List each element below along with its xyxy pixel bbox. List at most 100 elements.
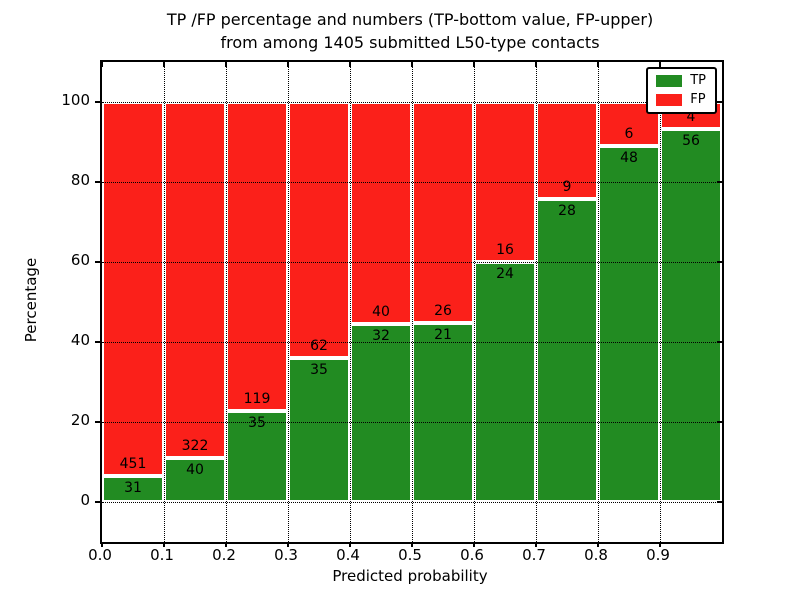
chart-title: TP /FP percentage and numbers (TP-bottom…: [90, 8, 730, 54]
horizontal-gridline: [102, 101, 722, 103]
x-tick-mark: [163, 542, 165, 547]
bar-segment-tp: [102, 476, 164, 502]
tp-swatch-icon: [656, 75, 683, 87]
fp-count-label: 62: [310, 337, 328, 354]
chart-title-line1: TP /FP percentage and numbers (TP-bottom…: [166, 10, 654, 29]
tp-count-label: 35: [310, 361, 328, 378]
bar-segment-tp: [412, 323, 474, 502]
y-tick-mark: [95, 501, 100, 503]
bar-segment-fp: [412, 102, 474, 324]
fp-count-label: 40: [372, 304, 390, 321]
horizontal-gridline: [102, 181, 722, 183]
y-tick-mark: [95, 341, 100, 343]
fp-count-label: 9: [562, 179, 572, 196]
y-axis-label: Percentage: [22, 257, 40, 343]
x-tick-mark-top: [101, 62, 103, 67]
legend-entry-fp: FP: [656, 93, 706, 107]
vertical-gridline: [349, 62, 351, 542]
x-tick-mark: [597, 542, 599, 547]
bar-segment-fp: [102, 102, 164, 477]
y-tick-mark: [95, 181, 100, 183]
fp-count-label: 6: [624, 126, 634, 143]
x-tick-mark: [101, 542, 103, 547]
vertical-gridline: [287, 62, 289, 542]
x-tick-mark-top: [163, 62, 165, 67]
vertical-gridline: [597, 62, 599, 542]
vertical-gridline: [659, 62, 661, 542]
vertical-gridline: [411, 62, 413, 542]
x-tick-label: 0.1: [150, 546, 174, 564]
y-tick-label: 20: [70, 411, 90, 429]
legend: TP FP: [646, 67, 717, 114]
y-tick-label: 0: [80, 491, 90, 509]
fp-count-label: 4: [686, 108, 696, 125]
x-tick-mark-top: [287, 62, 289, 67]
x-tick-label: 0.8: [584, 546, 608, 564]
vertical-gridline: [535, 62, 537, 542]
y-tick-mark-right: [717, 501, 722, 503]
plot-area: TP FP 451 31 322 40 119 35 62 35 40 32 26 21 16 24 9 28…: [95, 60, 724, 547]
tp-count-label: 28: [558, 203, 576, 220]
bar-segment-fp: [350, 102, 412, 325]
bar-segment-fp: [536, 102, 598, 200]
x-tick-label: 0.0: [88, 546, 112, 564]
horizontal-gridline: [102, 421, 722, 423]
y-tick-mark: [95, 101, 100, 103]
fp-count-label: 16: [496, 242, 514, 258]
tp-count-label: 24: [496, 266, 514, 282]
x-tick-mark: [535, 542, 537, 547]
x-tick-mark-top: [411, 62, 413, 67]
tp-count-label: 31: [124, 480, 142, 497]
vertical-gridline: [163, 62, 165, 542]
legend-label-fp: FP: [690, 92, 706, 107]
bar-segment-tp: [598, 146, 660, 502]
legend-entry-tp: TP: [656, 74, 706, 88]
x-tick-mark-top: [225, 62, 227, 67]
x-tick-mark: [659, 542, 661, 547]
x-tick-label: 0.6: [460, 546, 484, 564]
fp-count-label: 322: [181, 437, 209, 454]
fp-swatch-icon: [656, 94, 683, 106]
y-tick-label: 80: [70, 171, 90, 189]
tp-count-label: 40: [186, 461, 204, 478]
bar-segment-tp: [226, 411, 288, 502]
tp-count-label: 32: [372, 328, 390, 345]
x-tick-label: 0.3: [274, 546, 298, 564]
bar-segment-tp: [288, 357, 350, 502]
x-tick-label: 0.4: [336, 546, 360, 564]
x-tick-mark: [287, 542, 289, 547]
y-tick-mark-right: [717, 341, 722, 343]
tp-count-label: 48: [620, 150, 638, 167]
x-tick-mark: [225, 542, 227, 547]
fp-count-label: 451: [119, 456, 147, 473]
x-tick-mark-top: [473, 62, 475, 67]
vertical-gridline: [225, 62, 227, 542]
x-tick-mark: [411, 542, 413, 547]
y-tick-label: 100: [61, 91, 90, 109]
chart-title-line2: from among 1405 submitted L50-type conta…: [220, 33, 600, 52]
y-tick-mark: [95, 421, 100, 423]
x-tick-label: 0.7: [522, 546, 546, 564]
bar-segment-fp: [226, 102, 288, 412]
x-tick-label: 0.2: [212, 546, 236, 564]
x-tick-mark: [473, 542, 475, 547]
horizontal-gridline: [102, 501, 722, 503]
x-tick-mark-top: [535, 62, 537, 67]
bar-segment-fp: [288, 102, 350, 358]
x-tick-mark-top: [597, 62, 599, 67]
y-tick-mark-right: [717, 261, 722, 263]
bar-segment-tp: [350, 324, 412, 502]
y-tick-mark-right: [717, 421, 722, 423]
bar-segment-tp: [164, 457, 226, 502]
fp-count-label: 119: [243, 391, 271, 408]
tp-count-label: 21: [434, 327, 452, 344]
horizontal-gridline: [102, 341, 722, 343]
horizontal-gridline: [102, 261, 722, 263]
y-tick-mark-right: [717, 101, 722, 103]
bar-segment-tp: [660, 128, 722, 502]
tp-count-label: 35: [248, 415, 266, 432]
y-tick-label: 60: [70, 251, 90, 269]
x-axis-label: Predicted probability: [332, 567, 488, 585]
x-tick-mark-top: [349, 62, 351, 67]
